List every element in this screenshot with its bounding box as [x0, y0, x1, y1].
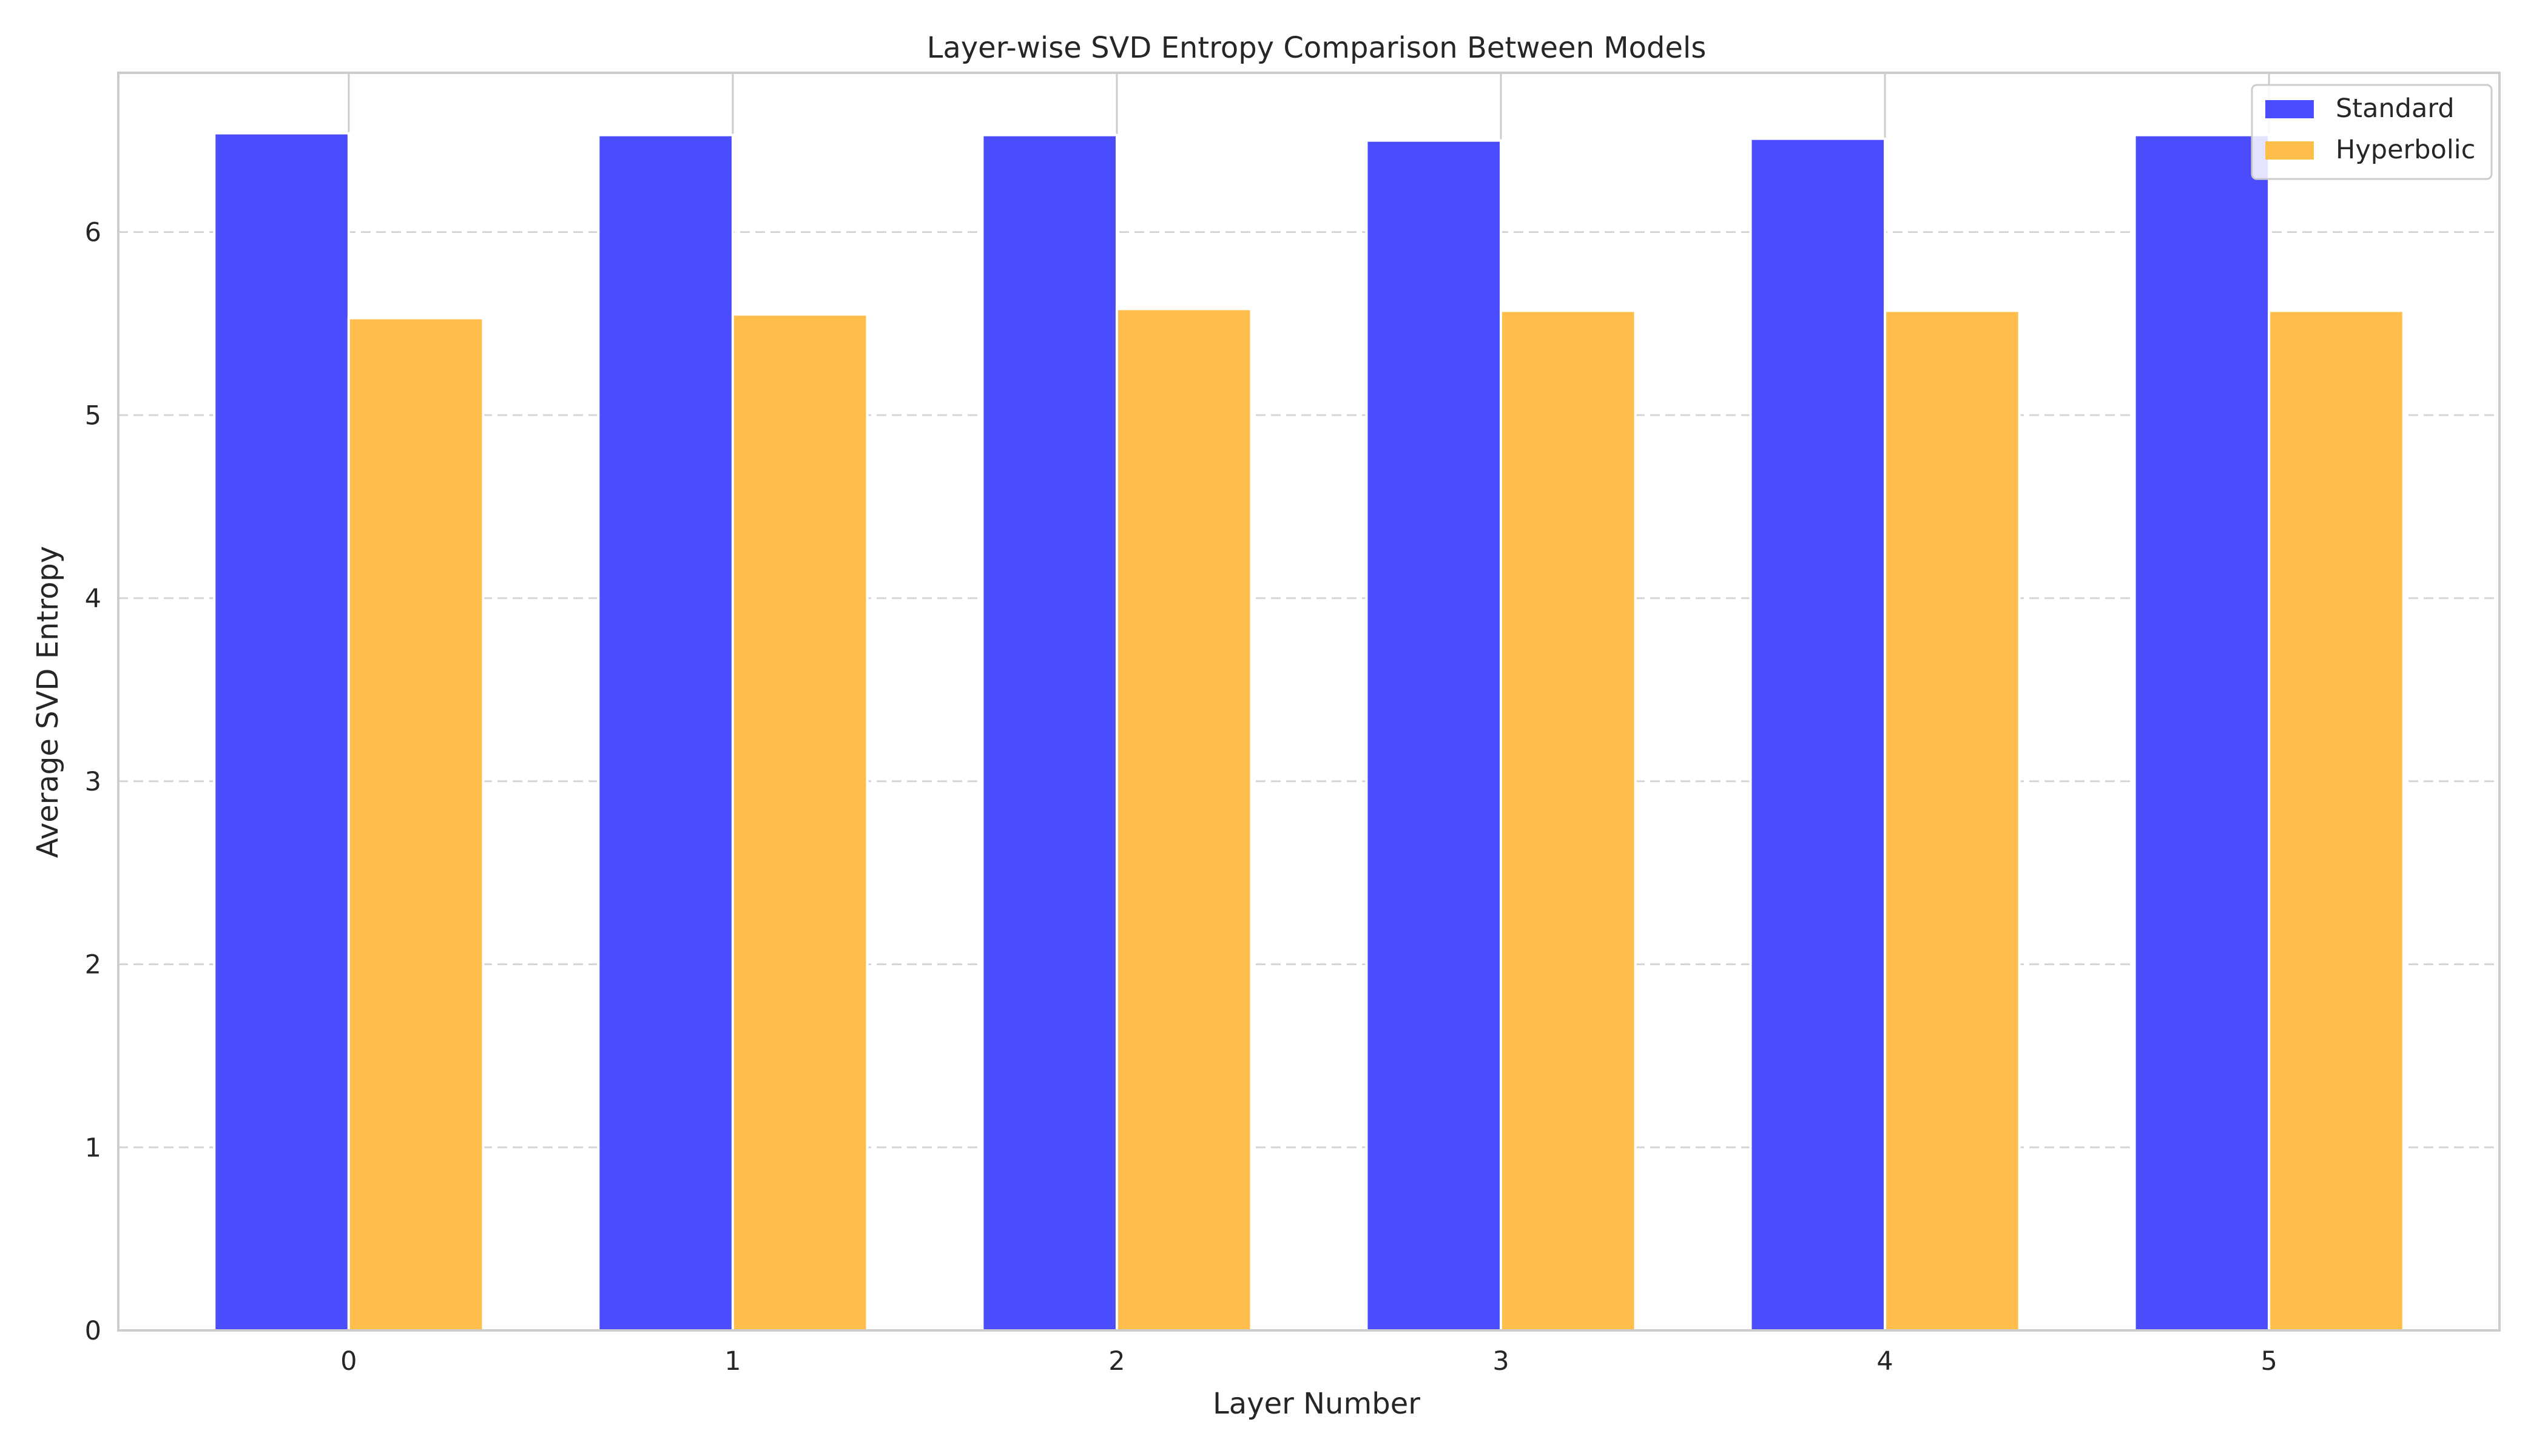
bar-standard-1: [597, 133, 734, 1332]
bar-standard-2: [981, 133, 1118, 1332]
x-tick-label: 0: [340, 1346, 357, 1377]
chart-title: Layer-wise SVD Entropy Comparison Betwee…: [927, 31, 1707, 65]
y-tick-label: 2: [85, 950, 101, 980]
bar-hyperbolic-3: [1500, 309, 1637, 1332]
y-axis-label: Average SVD Entropy: [31, 546, 65, 858]
bar-standard-0: [213, 132, 350, 1332]
bar-standard-4: [1749, 137, 1887, 1332]
y-tick-label: 4: [85, 584, 101, 614]
tick-labels: 0 1 2 3 4 5 6 0 1 2 3 4 5: [85, 218, 2277, 1377]
x-axis-label: Layer Number: [1213, 1387, 1420, 1421]
plot-frame: [117, 72, 2501, 1332]
bar-standard-3: [1365, 139, 1503, 1332]
x-tick-label: 4: [1876, 1346, 1893, 1377]
legend-swatch-hyperbolic: [2265, 141, 2314, 160]
x-tick-label: 1: [724, 1346, 741, 1377]
x-tick-label: 2: [1108, 1346, 1125, 1377]
x-tick-label: 3: [1492, 1346, 1509, 1377]
legend: Standard Hyperbolic: [2251, 84, 2493, 180]
legend-label-hyperbolic: Hyperbolic: [2336, 135, 2475, 165]
bar-standard-5: [2133, 133, 2271, 1332]
y-tick-label: 5: [85, 400, 101, 431]
y-tick-label: 1: [85, 1133, 101, 1163]
bar-hyperbolic-2: [1115, 308, 1253, 1332]
y-tick-label: 6: [85, 218, 101, 248]
bars: [213, 132, 2405, 1332]
legend-label-standard: Standard: [2336, 93, 2455, 124]
bar-hyperbolic-5: [2268, 309, 2405, 1332]
y-tick-label: 3: [85, 767, 101, 797]
bar-hyperbolic-1: [731, 313, 869, 1332]
bar-hyperbolic-4: [1884, 309, 2021, 1332]
bar-hyperbolic-0: [347, 317, 485, 1332]
legend-swatch-standard: [2265, 100, 2314, 118]
y-tick-label: 0: [85, 1316, 101, 1346]
x-tick-label: 5: [2260, 1346, 2277, 1377]
